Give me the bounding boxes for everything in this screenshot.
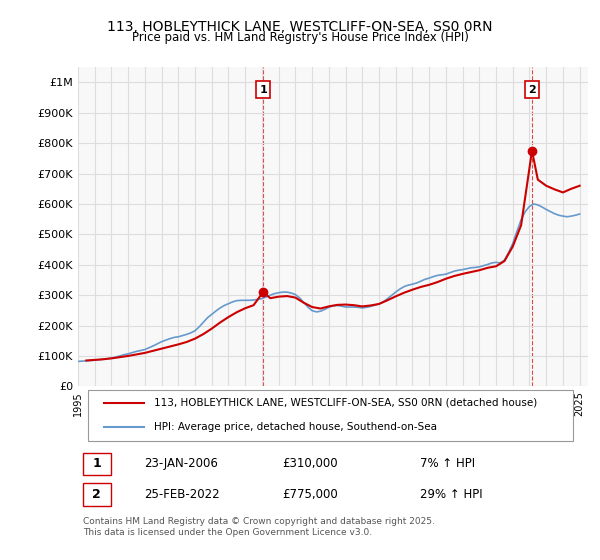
Text: 113, HOBLEYTHICK LANE, WESTCLIFF-ON-SEA, SS0 0RN (detached house): 113, HOBLEYTHICK LANE, WESTCLIFF-ON-SEA,… <box>155 398 538 408</box>
Text: 1: 1 <box>259 85 267 95</box>
FancyBboxPatch shape <box>83 452 111 475</box>
Text: £310,000: £310,000 <box>282 458 338 470</box>
Text: £775,000: £775,000 <box>282 488 338 501</box>
Text: 7% ↑ HPI: 7% ↑ HPI <box>420 458 475 470</box>
Text: 2: 2 <box>528 85 536 95</box>
Text: 25-FEB-2022: 25-FEB-2022 <box>145 488 220 501</box>
Text: Contains HM Land Registry data © Crown copyright and database right 2025.
This d: Contains HM Land Registry data © Crown c… <box>83 517 435 537</box>
FancyBboxPatch shape <box>88 390 573 441</box>
Text: 23-JAN-2006: 23-JAN-2006 <box>145 458 218 470</box>
Text: 1: 1 <box>92 458 101 470</box>
Text: Price paid vs. HM Land Registry's House Price Index (HPI): Price paid vs. HM Land Registry's House … <box>131 31 469 44</box>
FancyBboxPatch shape <box>83 483 111 506</box>
Text: 2: 2 <box>92 488 101 501</box>
Text: HPI: Average price, detached house, Southend-on-Sea: HPI: Average price, detached house, Sout… <box>155 422 437 432</box>
Text: 113, HOBLEYTHICK LANE, WESTCLIFF-ON-SEA, SS0 0RN: 113, HOBLEYTHICK LANE, WESTCLIFF-ON-SEA,… <box>107 20 493 34</box>
Text: 29% ↑ HPI: 29% ↑ HPI <box>420 488 482 501</box>
